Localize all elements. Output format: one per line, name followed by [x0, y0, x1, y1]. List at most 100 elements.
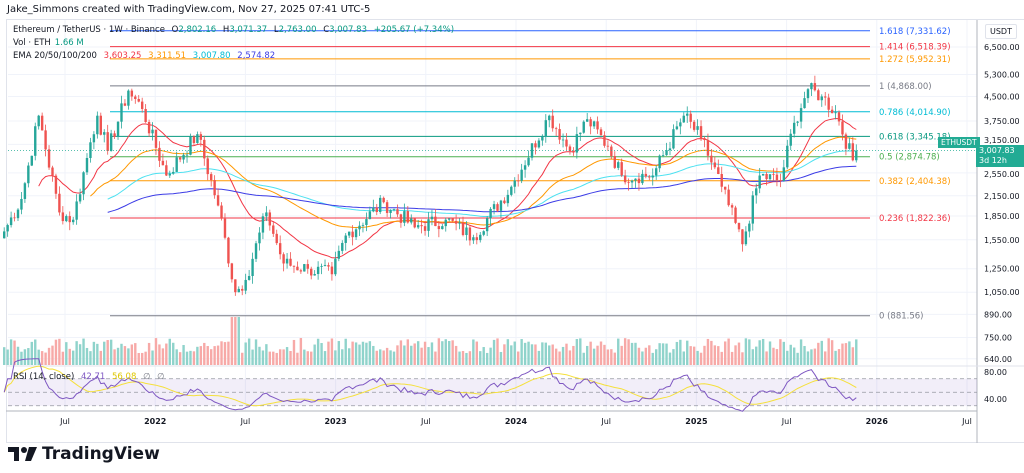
- candle: [654, 164, 658, 180]
- volume-bar: [537, 350, 541, 365]
- volume-bar: [130, 344, 134, 365]
- candle-body: [13, 217, 16, 219]
- candle: [306, 259, 309, 274]
- candle-body: [637, 178, 641, 184]
- rsi-label: RSI (14, close): [13, 372, 75, 382]
- candle-body: [292, 265, 296, 267]
- tradingview-logo[interactable]: TradingView: [8, 444, 160, 464]
- candle-body: [448, 218, 451, 220]
- candle-body: [689, 113, 692, 122]
- candle-body: [268, 212, 272, 226]
- candle-body: [803, 98, 806, 109]
- volume-bar: [47, 347, 51, 365]
- volume-bar: [827, 338, 830, 365]
- candle: [492, 200, 496, 215]
- candle-body: [344, 235, 347, 243]
- candle-body: [572, 150, 575, 153]
- candle-body: [358, 225, 361, 230]
- rsi-legend[interactable]: RSI (14, close) 42.71 56.08 ∅ ∅: [13, 372, 169, 382]
- volume-bar: [265, 344, 268, 365]
- price-tick-label: 5,300.00: [984, 70, 1020, 79]
- volume-value: 1.66 M: [54, 38, 84, 48]
- fib-level-label: 1.272 (5,952.31): [879, 55, 951, 65]
- candle: [786, 139, 789, 170]
- volume-bar: [575, 339, 579, 365]
- candle: [9, 211, 13, 228]
- candle-body: [786, 145, 789, 168]
- candle-body: [558, 129, 561, 140]
- candle-body: [599, 129, 603, 136]
- candle-body: [489, 208, 492, 219]
- symbol-title[interactable]: Ethereum / TetherUS · 1W · Binance: [13, 25, 165, 35]
- price-tick-label: 750.00: [984, 333, 1012, 342]
- rsi-line: [3, 358, 857, 412]
- candle-body: [589, 119, 592, 127]
- candle-body: [482, 231, 485, 235]
- candle: [613, 151, 616, 170]
- volume-bar: [855, 339, 858, 365]
- candle-body: [437, 226, 441, 230]
- currency-button[interactable]: USDT: [985, 24, 1017, 39]
- candle: [209, 172, 213, 187]
- candle-body: [82, 172, 85, 195]
- candle-body: [368, 211, 372, 220]
- volume-bar: [78, 344, 82, 365]
- candle-body: [641, 173, 644, 184]
- time-tick-label: 2022: [144, 417, 166, 426]
- candle: [206, 155, 209, 181]
- candle-body: [2, 231, 6, 239]
- volume-legend[interactable]: Vol · ETH 1.66 M: [13, 38, 88, 48]
- candle-body: [627, 182, 630, 184]
- volume-bar: [109, 339, 113, 365]
- volume-bar: [209, 349, 213, 365]
- candle-body: [606, 145, 610, 147]
- candle-body: [527, 157, 530, 166]
- candle: [620, 158, 623, 177]
- candle-body: [654, 168, 658, 176]
- candle: [813, 75, 817, 92]
- candle-body: [354, 229, 358, 238]
- volume-bar: [603, 344, 606, 365]
- candle: [320, 263, 323, 275]
- candle: [20, 191, 23, 215]
- candle-body: [841, 121, 844, 135]
- volume-bar: [686, 340, 689, 365]
- price-tick-label: 1,250.00: [984, 265, 1020, 274]
- volume-bar: [568, 350, 572, 365]
- candle: [579, 132, 582, 142]
- volume-bar: [137, 352, 140, 365]
- volume-bar: [837, 349, 841, 365]
- volume-bar: [475, 341, 479, 365]
- volume-bar: [9, 339, 13, 365]
- candle: [47, 145, 51, 170]
- candle-body: [475, 237, 479, 241]
- candle: [765, 171, 768, 186]
- rsi-extra-2: ∅: [157, 372, 165, 382]
- ema20-value: 3,603.25: [103, 51, 142, 61]
- candle-body: [113, 133, 116, 137]
- candle-body: [123, 103, 127, 106]
- candle-body: [106, 132, 109, 151]
- volume-bar: [679, 339, 682, 365]
- candle: [575, 126, 579, 159]
- volume-bar: [323, 351, 327, 365]
- candle: [717, 159, 720, 175]
- candle-body: [675, 126, 679, 130]
- volume-bar: [75, 341, 78, 365]
- volume-bar: [13, 340, 16, 365]
- candle-body: [92, 134, 96, 143]
- candle: [848, 137, 851, 150]
- candle: [630, 179, 634, 189]
- candle: [441, 224, 444, 230]
- candle: [741, 229, 744, 252]
- candle-body: [844, 134, 848, 149]
- candle-body: [351, 231, 354, 238]
- volume-bar: [172, 342, 175, 365]
- volume-label: Vol · ETH: [13, 38, 51, 48]
- candle: [830, 106, 834, 114]
- candle: [789, 129, 792, 151]
- volume-bar: [54, 339, 58, 365]
- ema-legend[interactable]: EMA 20/50/100/200 3,603.25 3,311.51 3,00…: [13, 51, 279, 61]
- volume-bar: [717, 346, 720, 365]
